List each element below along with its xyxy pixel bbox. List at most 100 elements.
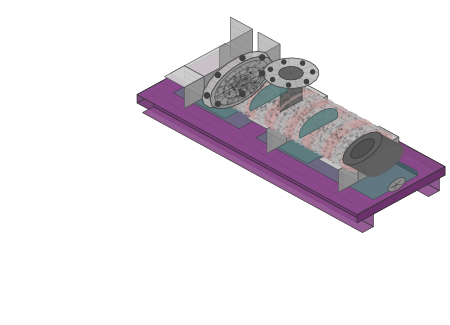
Polygon shape — [321, 119, 369, 159]
Polygon shape — [357, 167, 445, 223]
Polygon shape — [230, 70, 279, 110]
Polygon shape — [297, 106, 345, 146]
Polygon shape — [263, 58, 319, 88]
Polygon shape — [357, 140, 396, 173]
Polygon shape — [358, 141, 398, 174]
Polygon shape — [324, 126, 399, 167]
Polygon shape — [173, 66, 288, 129]
Circle shape — [204, 93, 209, 98]
Polygon shape — [363, 143, 402, 176]
Polygon shape — [210, 56, 273, 109]
Polygon shape — [280, 79, 302, 112]
Polygon shape — [279, 67, 303, 80]
Polygon shape — [268, 90, 317, 130]
Polygon shape — [225, 46, 445, 175]
Polygon shape — [307, 85, 327, 120]
Polygon shape — [235, 72, 284, 112]
Polygon shape — [153, 94, 374, 227]
Polygon shape — [292, 103, 341, 143]
Polygon shape — [338, 149, 358, 182]
Polygon shape — [225, 44, 245, 75]
Polygon shape — [259, 85, 307, 125]
Polygon shape — [361, 143, 400, 176]
Polygon shape — [338, 159, 358, 192]
Polygon shape — [344, 133, 383, 166]
Circle shape — [310, 70, 315, 74]
Circle shape — [216, 101, 220, 106]
Polygon shape — [220, 58, 440, 190]
Polygon shape — [267, 107, 287, 143]
Polygon shape — [351, 139, 374, 159]
Circle shape — [287, 83, 291, 87]
Polygon shape — [346, 161, 418, 200]
Polygon shape — [349, 136, 388, 169]
Polygon shape — [258, 32, 280, 83]
Polygon shape — [264, 88, 312, 128]
Polygon shape — [354, 138, 393, 171]
Polygon shape — [252, 85, 327, 126]
Polygon shape — [165, 66, 204, 87]
Polygon shape — [272, 96, 327, 150]
Polygon shape — [311, 114, 360, 154]
Polygon shape — [230, 61, 374, 144]
Polygon shape — [247, 107, 287, 129]
Polygon shape — [288, 101, 336, 141]
Polygon shape — [351, 136, 390, 169]
Circle shape — [301, 61, 305, 65]
Polygon shape — [360, 142, 399, 175]
Polygon shape — [137, 46, 225, 103]
Polygon shape — [283, 98, 331, 138]
Polygon shape — [220, 64, 269, 104]
Polygon shape — [319, 116, 351, 140]
Polygon shape — [247, 44, 280, 101]
Polygon shape — [343, 132, 382, 165]
Polygon shape — [344, 137, 399, 189]
Circle shape — [304, 80, 308, 84]
Polygon shape — [335, 127, 383, 167]
Circle shape — [240, 92, 245, 97]
Polygon shape — [267, 118, 287, 153]
Polygon shape — [184, 77, 204, 109]
Polygon shape — [345, 132, 393, 172]
Polygon shape — [184, 66, 204, 98]
Polygon shape — [274, 122, 351, 163]
Polygon shape — [225, 67, 274, 107]
Circle shape — [260, 71, 265, 76]
Polygon shape — [170, 44, 245, 84]
Circle shape — [270, 78, 274, 82]
Polygon shape — [137, 55, 445, 223]
Polygon shape — [355, 139, 395, 172]
Polygon shape — [190, 54, 245, 105]
Polygon shape — [316, 116, 364, 156]
Polygon shape — [250, 82, 288, 111]
Circle shape — [240, 56, 245, 60]
Polygon shape — [340, 129, 388, 169]
Polygon shape — [346, 134, 385, 167]
Circle shape — [269, 67, 272, 71]
Circle shape — [260, 55, 265, 60]
Polygon shape — [244, 77, 293, 117]
Circle shape — [282, 60, 286, 64]
Polygon shape — [388, 177, 405, 192]
Polygon shape — [236, 71, 269, 95]
Polygon shape — [240, 75, 288, 115]
Polygon shape — [208, 71, 440, 197]
Polygon shape — [273, 93, 321, 133]
Polygon shape — [390, 156, 418, 176]
Circle shape — [304, 80, 308, 84]
Polygon shape — [143, 107, 374, 233]
Polygon shape — [192, 77, 269, 119]
Polygon shape — [256, 111, 392, 186]
Polygon shape — [343, 132, 382, 165]
Polygon shape — [202, 51, 270, 108]
Polygon shape — [206, 57, 255, 97]
Polygon shape — [137, 46, 445, 214]
Polygon shape — [211, 59, 260, 99]
Polygon shape — [230, 17, 252, 68]
Polygon shape — [306, 111, 355, 151]
Polygon shape — [319, 149, 358, 170]
Polygon shape — [299, 109, 338, 138]
Polygon shape — [280, 67, 302, 100]
Polygon shape — [347, 135, 387, 168]
Polygon shape — [325, 122, 374, 162]
